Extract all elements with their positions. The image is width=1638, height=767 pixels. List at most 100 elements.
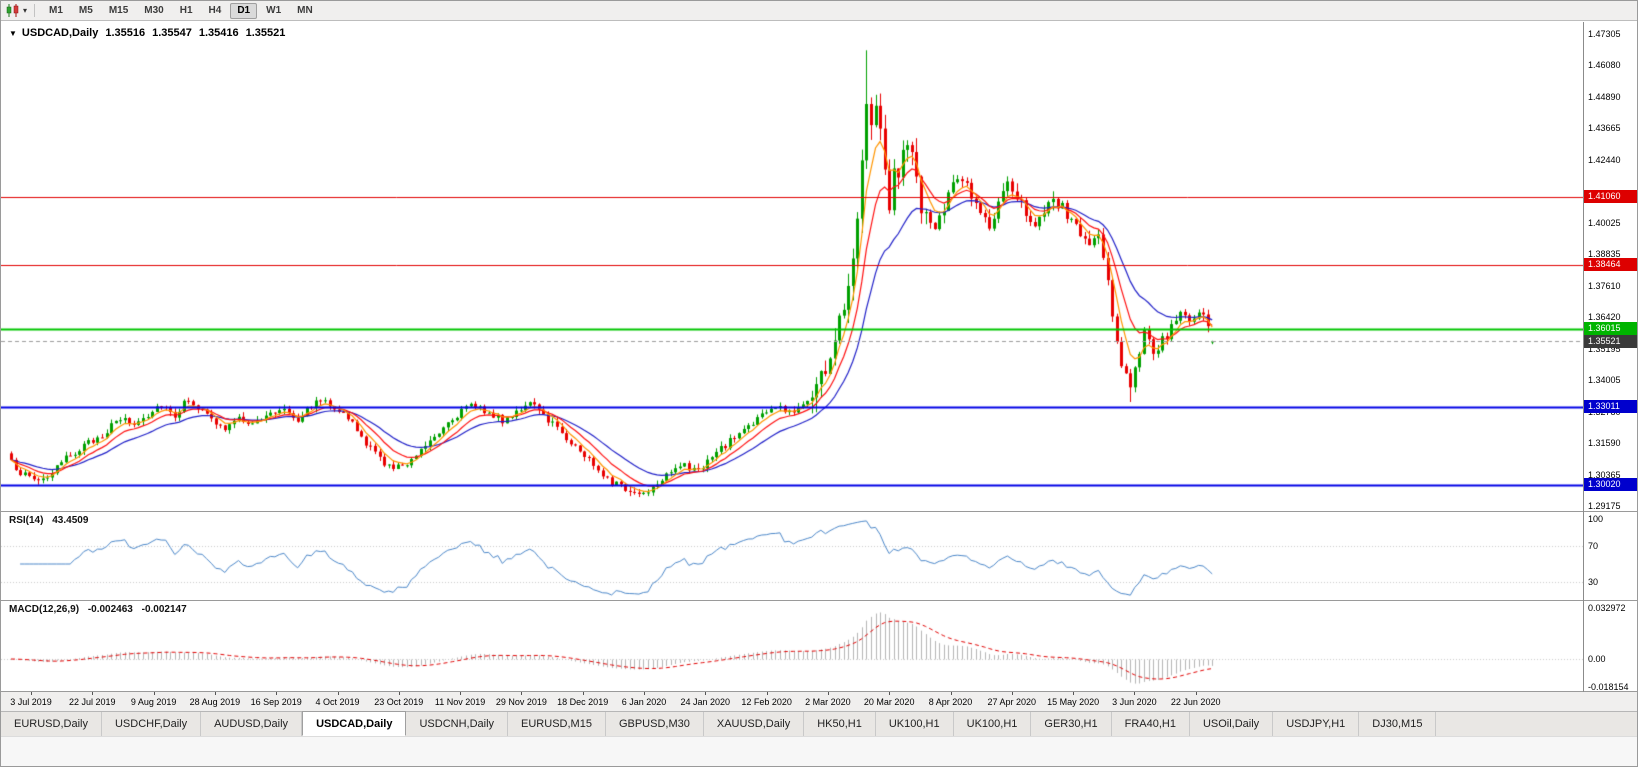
time-tick	[31, 692, 32, 695]
price-tick: 1.30365	[1588, 470, 1621, 481]
timeframe-button-h1[interactable]: H1	[179, 4, 193, 16]
timeframe-button-m1[interactable]: M1	[49, 4, 63, 16]
price-tick: 1.34005	[1588, 375, 1621, 386]
chart-tab-usdcad-daily[interactable]: USDCAD,Daily	[302, 711, 407, 736]
macd-tick: 0.032972	[1588, 603, 1626, 614]
chart-tab-eurusd-m15[interactable]: EURUSD,M15	[508, 712, 606, 736]
rsi-name: RSI(14)	[9, 515, 44, 526]
resistance-line-price-badge: 1.38464	[1584, 258, 1637, 272]
timeframe-button-m30[interactable]: M30	[144, 4, 164, 16]
time-label: 22 Jul 2019	[69, 697, 116, 707]
time-tick	[214, 692, 216, 695]
time-tick	[337, 692, 339, 695]
time-label: 4 Oct 2019	[315, 697, 360, 707]
chart-context-marker-icon: ▼	[9, 28, 17, 38]
time-tick	[705, 692, 707, 695]
chart-tab-fra40-h1[interactable]: FRA40,H1	[1112, 712, 1190, 736]
macd-label: MACD(12,26,9) -0.002463 -0.002147	[9, 604, 187, 615]
time-label: 2 Mar 2020	[805, 697, 851, 707]
time-label: 3 Jul 2019	[10, 697, 52, 707]
candlestick-chart-icon[interactable]	[5, 4, 21, 18]
price-tick: 1.40025	[1588, 218, 1621, 229]
price-tick: 1.35195	[1588, 344, 1621, 355]
price-chart-canvas[interactable]	[1, 22, 1583, 511]
price-tick: 1.46080	[1588, 60, 1621, 71]
macd-main-value: -0.002463	[87, 604, 133, 615]
chart-tab-usdcnh-daily[interactable]: USDCNH,Daily	[406, 712, 509, 736]
price-tick: 1.38835	[1588, 249, 1621, 260]
timeframe-button-h4[interactable]: H4	[208, 4, 222, 16]
price-axis[interactable]: 1.47305 1.46080 1.44890 1.43665 1.42440 1.400…	[1584, 22, 1637, 512]
macd-signal-value: -0.002147	[141, 604, 187, 615]
macd-axis: 0.032972 0.00 -0.018154	[1584, 601, 1637, 692]
chart-tab-usdjpy-h1[interactable]: USDJPY,H1	[1273, 712, 1360, 736]
time-tick	[1011, 692, 1013, 695]
macd-tick: 0.00	[1588, 654, 1606, 664]
time-tick	[153, 692, 155, 695]
chart-tab-uk100-h1[interactable]: UK100,H1	[954, 712, 1032, 736]
toolbar-separator	[34, 4, 36, 17]
chart-title: ▼ USDCAD,Daily 1.35516 1.35547 1.35416 1…	[9, 27, 285, 39]
chart-tab-dj30-m15[interactable]: DJ30,M15	[1359, 712, 1437, 736]
support-line-price-badge: 1.30020	[1584, 478, 1637, 492]
chart-tab-audusd-daily[interactable]: AUDUSD,Daily	[201, 712, 303, 736]
time-tick	[276, 692, 278, 695]
chart-tab-xauusd-daily[interactable]: XAUUSD,Daily	[704, 712, 805, 736]
rsi-tick: 100	[1588, 514, 1604, 524]
price-tick: 1.37610	[1588, 281, 1621, 292]
time-tick	[644, 692, 645, 695]
time-label: 15 May 2020	[1047, 697, 1100, 707]
timeframe-button-d1[interactable]: D1	[230, 2, 258, 19]
time-label: 23 Oct 2019	[374, 697, 424, 707]
timeframe-toolbar: ▾ M1 M5 M15 M30 H1 H4 D1 W1 MN	[1, 1, 1637, 21]
time-tick	[398, 692, 400, 695]
time-label: 16 Sep 2019	[250, 697, 302, 707]
timeframe-button-m15[interactable]: M15	[108, 4, 129, 16]
panel-separator[interactable]	[1, 511, 1637, 512]
timeframe-buttons: M1 M5 M15 M30 H1 H4 D1 W1 MN	[42, 2, 320, 19]
timeframe-button-mn[interactable]: MN	[297, 4, 313, 16]
timeframe-button-m5[interactable]: M5	[78, 4, 93, 16]
time-label: 12 Feb 2020	[741, 697, 792, 707]
chart-tab-gbpusd-m30[interactable]: GBPUSD,M30	[606, 712, 704, 736]
time-label: 29 Nov 2019	[495, 697, 547, 707]
price-tick: 1.31590	[1588, 438, 1621, 449]
time-tick	[827, 692, 829, 695]
price-tick: 1.36420	[1588, 312, 1621, 323]
resistance-line-price-badge: 1.41060	[1584, 190, 1637, 204]
chart-tab-ger30-h1[interactable]: GER30,H1	[1031, 712, 1112, 736]
time-axis[interactable]: 3 Jul 2019 22 Jul 2019 9 Aug 2019 28 Aug 20…	[1, 692, 1637, 711]
time-label: 3 Jun 2020	[1112, 697, 1157, 707]
time-tick	[1073, 692, 1075, 695]
time-tick	[766, 692, 768, 695]
chevron-down-icon[interactable]: ▾	[23, 6, 28, 15]
time-label: 27 Apr 2020	[987, 697, 1037, 707]
chart-tab-hk50-h1[interactable]: HK50,H1	[804, 712, 876, 736]
panel-separator[interactable]	[1, 600, 1637, 601]
time-label: 6 Jan 2020	[621, 697, 667, 707]
time-label: 28 Aug 2019	[189, 697, 241, 707]
chart-tab-eurusd-daily[interactable]: EURUSD,Daily	[1, 712, 102, 736]
price-tick: 1.42440	[1588, 155, 1621, 166]
quote-close: 1.35521	[245, 27, 286, 39]
rsi-tick: 30	[1588, 577, 1599, 587]
time-label: 8 Apr 2020	[928, 697, 973, 707]
chart-tab-usdchf-daily[interactable]: USDCHF,Daily	[102, 712, 202, 736]
timeframe-button-w1[interactable]: W1	[266, 4, 282, 16]
quote-high: 1.35547	[152, 27, 192, 39]
price-tick: 1.43665	[1588, 123, 1621, 134]
rsi-current-value: 43.4509	[52, 515, 89, 526]
time-tick	[521, 692, 523, 695]
macd-name: MACD(12,26,9)	[9, 604, 80, 615]
rsi-indicator-canvas[interactable]	[1, 512, 1583, 600]
time-label: 22 Jun 2020	[1170, 697, 1221, 707]
time-tick	[460, 692, 462, 695]
macd-indicator-canvas[interactable]	[1, 601, 1583, 691]
time-tick	[582, 692, 584, 695]
price-tick: 1.29175	[1588, 501, 1621, 512]
chart-tab-usoil-daily[interactable]: USOil,Daily	[1190, 712, 1274, 736]
chart-tab-uk100-h1[interactable]: UK100,H1	[876, 712, 954, 736]
price-tick: 1.47305	[1588, 28, 1621, 39]
time-tick	[1134, 692, 1136, 695]
quote-low: 1.35416	[198, 27, 239, 39]
